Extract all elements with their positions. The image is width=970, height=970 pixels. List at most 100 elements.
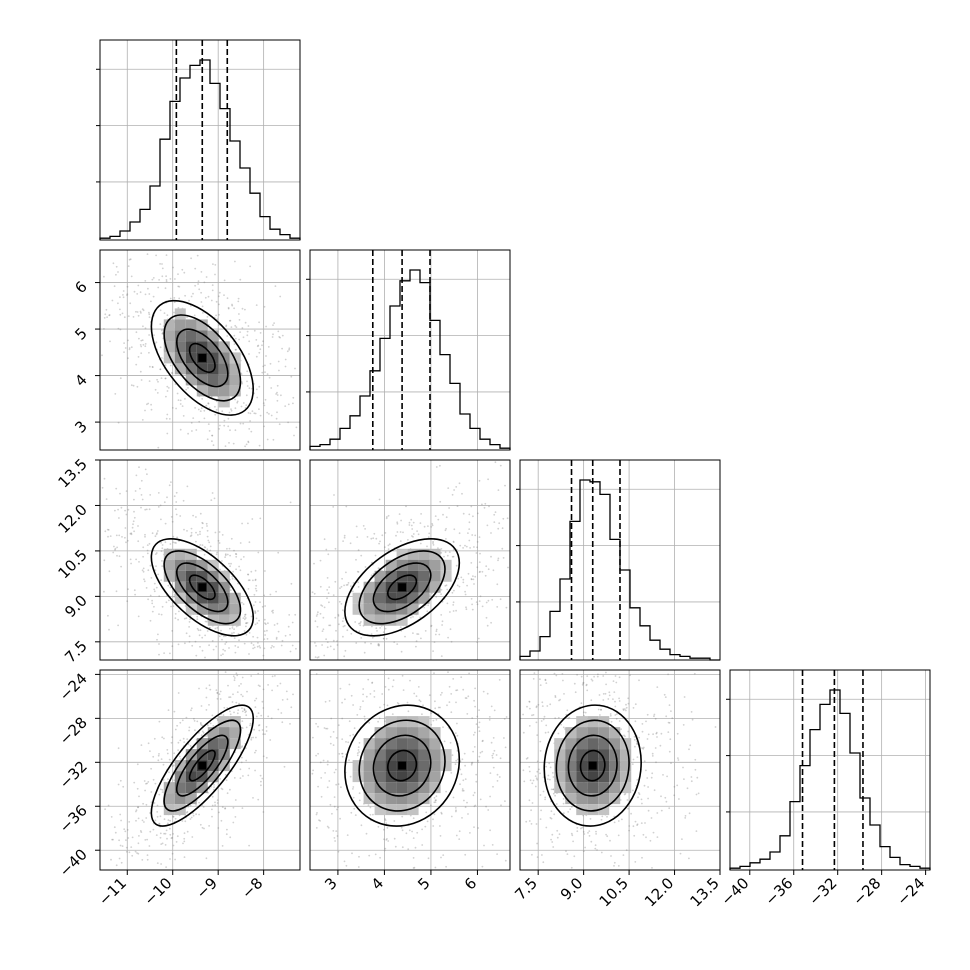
- scatter-point: [156, 530, 159, 532]
- scatter-point: [115, 265, 118, 268]
- scatter-point: [232, 806, 235, 809]
- scatter-point: [610, 720, 613, 723]
- scatter-point: [177, 643, 180, 646]
- scatter-point: [567, 811, 570, 813]
- scatter-point: [406, 701, 409, 704]
- scatter-point: [172, 535, 175, 538]
- scatter-point: [432, 540, 434, 543]
- scatter-point: [384, 686, 387, 688]
- scatter-point: [138, 337, 140, 340]
- scatter-point: [202, 522, 204, 525]
- scatter-point: [428, 532, 431, 535]
- scatter-point: [494, 461, 497, 464]
- scatter-point: [546, 705, 549, 707]
- scatter-point: [189, 305, 192, 307]
- scatter-point: [242, 336, 245, 339]
- scatter-point: [434, 801, 437, 803]
- scatter-point: [536, 734, 539, 736]
- scatter-point: [172, 266, 175, 269]
- scatter-point: [475, 723, 478, 726]
- scatter-point: [329, 742, 332, 745]
- scatter-point: [228, 442, 230, 444]
- scatter-point: [240, 683, 242, 685]
- scatter-point: [505, 606, 508, 609]
- scatter-point: [242, 402, 245, 404]
- scatter-point: [137, 525, 139, 527]
- scatter-point: [234, 324, 237, 327]
- density-cell: [229, 603, 241, 615]
- scatter-point: [290, 706, 293, 709]
- scatter-point: [591, 679, 594, 682]
- scatter-point: [276, 399, 279, 402]
- scatter-point: [268, 413, 270, 415]
- scatter-point: [179, 515, 182, 517]
- scatter-point: [450, 772, 453, 774]
- scatter-point: [452, 796, 455, 799]
- density-cell: [207, 581, 219, 593]
- scatter-point: [166, 752, 169, 755]
- scatter-point: [279, 295, 282, 298]
- scatter-point: [160, 329, 163, 332]
- scatter-point: [405, 505, 407, 508]
- scatter-point: [334, 580, 337, 583]
- scatter-point: [481, 570, 484, 573]
- scatter-point: [148, 316, 151, 319]
- scatter-point: [179, 739, 182, 742]
- scatter-point: [248, 767, 251, 770]
- density-cell: [598, 771, 610, 783]
- scatter-point: [497, 489, 500, 491]
- scatter-point: [132, 384, 135, 387]
- scatter-point: [534, 775, 537, 777]
- scatter-point: [169, 858, 171, 860]
- scatter-point: [394, 845, 397, 848]
- scatter-point: [613, 861, 616, 864]
- scatter-point: [201, 730, 204, 733]
- scatter-point: [224, 807, 227, 810]
- scatter-point: [259, 685, 261, 688]
- scatter-point: [502, 557, 505, 559]
- scatter-point: [239, 777, 242, 779]
- scatter-point: [323, 606, 326, 609]
- scatter-point: [359, 708, 361, 711]
- scatter-point: [103, 275, 105, 278]
- scatter-point: [582, 850, 585, 853]
- scatter-point: [434, 707, 437, 710]
- scatter-point: [477, 759, 479, 762]
- scatter-point: [121, 536, 123, 538]
- scatter-point: [254, 610, 256, 613]
- scatter-point: [313, 592, 316, 595]
- scatter-point: [496, 853, 498, 855]
- scatter-point: [385, 839, 388, 841]
- scatter-point: [410, 524, 413, 527]
- scatter-point: [501, 527, 504, 530]
- scatter-point: [555, 674, 558, 677]
- scatter-point: [101, 354, 103, 357]
- density-cell: [429, 581, 441, 593]
- scatter-point: [404, 635, 406, 638]
- scatter-point: [214, 405, 216, 408]
- scatter-point: [271, 645, 273, 647]
- scatter-point: [234, 398, 237, 401]
- x-tick-label: −36: [761, 874, 796, 909]
- scatter-point: [434, 866, 437, 869]
- scatter-point: [140, 506, 142, 509]
- scatter-point: [325, 548, 328, 551]
- scatter-point: [485, 805, 487, 808]
- scatter-point: [182, 737, 185, 740]
- scatter-point: [396, 531, 399, 533]
- scatter-point: [216, 719, 219, 722]
- scatter-point: [254, 706, 257, 708]
- scatter-point: [618, 676, 621, 679]
- scatter-point: [214, 413, 217, 416]
- scatter-point: [332, 594, 335, 596]
- scatter-point: [335, 737, 338, 739]
- scatter-point: [535, 823, 538, 825]
- scatter-point: [255, 339, 258, 341]
- scatter-point: [472, 515, 474, 518]
- scatter-point: [337, 615, 340, 617]
- scatter-point: [452, 540, 455, 543]
- density-cell: [576, 749, 588, 761]
- scatter-point: [134, 850, 137, 853]
- scatter-point: [129, 302, 132, 305]
- density-cell: [174, 308, 186, 320]
